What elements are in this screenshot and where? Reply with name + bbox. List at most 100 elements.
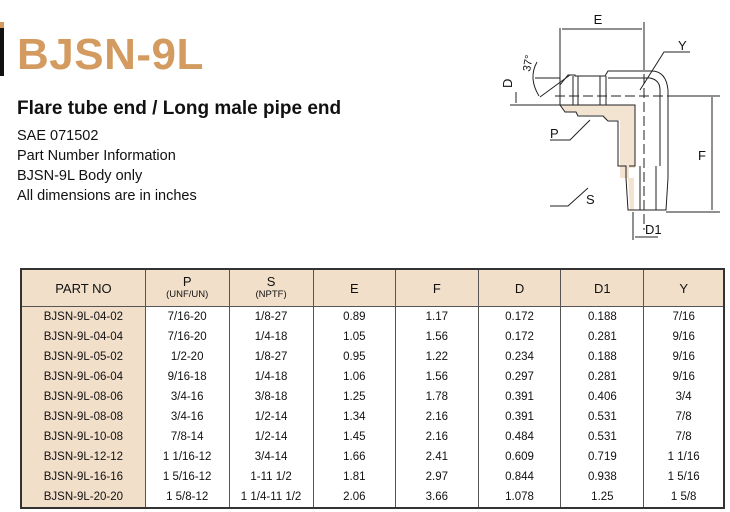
- part-number-cell: BJSN-9L-06-04: [20, 367, 146, 387]
- info-line: Part Number Information: [17, 148, 176, 164]
- part-number-cell: BJSN-9L-08-08: [20, 407, 146, 427]
- table-row: BJSN-9L-10-08 7/8-14 1/2-14 1.45 2.16 0.484 0.…: [20, 427, 724, 447]
- column-header-label: S: [266, 274, 276, 289]
- table-cell: 1.81: [312, 467, 396, 487]
- table-cell: 9/16-18: [144, 367, 230, 387]
- part-number-cell: BJSN-9L-20-20: [20, 487, 146, 508]
- label-angle: 37°: [521, 54, 536, 72]
- table-cell: 0.609: [477, 447, 561, 467]
- table-cell: 0.281: [560, 327, 644, 347]
- column-header: D: [477, 269, 561, 307]
- table-cell: 0.188: [560, 347, 644, 367]
- table-cell: 0.484: [477, 427, 561, 447]
- column-header: PART NO: [20, 269, 146, 307]
- dimensions-table: PART NO P (UNF/UN) S (NPTF) E F D D1 Y BJSN-9L-04…: [20, 268, 725, 509]
- table-row: BJSN-9L-04-02 7/16-20 1/8-27 0.89 1.17 0.172 0…: [20, 306, 724, 327]
- part-number-cell: BJSN-9L-04-02: [20, 306, 146, 327]
- table-cell: 1-11 1/2: [228, 467, 314, 487]
- info-line: BJSN-9L Body only: [17, 168, 143, 184]
- table-cell: 1.078: [477, 487, 561, 508]
- table-cell: 0.938: [560, 467, 644, 487]
- table-cell: 1/8-27: [228, 347, 314, 367]
- table-cell: 9/16: [643, 347, 724, 367]
- table-row: BJSN-9L-20-20 1 5/8-12 1 1/4-11 1/2 2.06 3.6…: [20, 487, 724, 508]
- table-cell: 0.188: [560, 306, 644, 327]
- label-e: E: [594, 12, 603, 27]
- table-cell: 1 5/16-12: [144, 467, 230, 487]
- table-cell: 1.22: [395, 347, 479, 367]
- table-cell: 0.531: [560, 427, 644, 447]
- table-cell: 3/4-16: [144, 387, 230, 407]
- table-cell: 3/4-14: [228, 447, 314, 467]
- table-cell: 1/2-20: [144, 347, 230, 367]
- column-header: P (UNF/UN): [144, 269, 230, 307]
- table-cell: 7/8-14: [144, 427, 230, 447]
- table-cell: 1 1/16-12: [144, 447, 230, 467]
- column-header: S (NPTF): [228, 269, 314, 307]
- table-cell: 2.41: [395, 447, 479, 467]
- table-cell: 1.56: [395, 367, 479, 387]
- table-row: BJSN-9L-06-04 9/16-18 1/4-18 1.06 1.56 0.297 0…: [20, 367, 724, 387]
- table-cell: 0.172: [477, 327, 561, 347]
- label-y: Y: [678, 38, 687, 53]
- table-cell: 1 1/16: [643, 447, 724, 467]
- column-header-label: PART NO: [55, 280, 112, 296]
- column-header-unit: (NPTF): [255, 289, 287, 300]
- column-header: D1: [560, 269, 644, 307]
- label-d1: D1: [645, 222, 662, 237]
- table-cell: 1/4-18: [228, 327, 314, 347]
- table-cell: 0.391: [477, 407, 561, 427]
- info-line: All dimensions are in inches: [17, 188, 197, 204]
- table-cell: 1 5/8-12: [144, 487, 230, 508]
- table-cell: 2.16: [395, 427, 479, 447]
- table-row: BJSN-9L-08-08 3/4-16 1/2-14 1.34 2.16 0.391 0.…: [20, 407, 724, 427]
- column-header-label: P: [182, 274, 192, 289]
- table-cell: 3/4: [643, 387, 724, 407]
- column-header: Y: [643, 269, 724, 307]
- part-number-cell: BJSN-9L-05-02: [20, 347, 146, 367]
- table-cell: 0.297: [477, 367, 561, 387]
- table-cell: 9/16: [643, 327, 724, 347]
- table-row: BJSN-9L-08-06 3/4-16 3/8-18 1.25 1.78 0.391 0.…: [20, 387, 724, 407]
- column-header: E: [312, 269, 396, 307]
- table-cell: 0.172: [477, 306, 561, 327]
- table-row: BJSN-9L-16-16 1 5/16-12 1-11 1/2 1.81 2.97 0.…: [20, 467, 724, 487]
- table-cell: 1 5/8: [643, 487, 724, 508]
- table-cell: 0.89: [312, 306, 396, 327]
- part-number-cell: BJSN-9L-16-16: [20, 467, 146, 487]
- table-row: BJSN-9L-12-12 1 1/16-12 3/4-14 1.66 2.41 0.60…: [20, 447, 724, 467]
- column-header-label: D: [514, 280, 525, 296]
- table-cell: 9/16: [643, 367, 724, 387]
- table-cell: 0.531: [560, 407, 644, 427]
- table-cell: 7/8: [643, 407, 724, 427]
- table-cell: 3.66: [395, 487, 479, 508]
- table-cell: 2.97: [395, 467, 479, 487]
- table-cell: 2.06: [312, 487, 396, 508]
- table-cell: 1.66: [312, 447, 396, 467]
- table-cell: 1.45: [312, 427, 396, 447]
- table-cell: 3/8-18: [228, 387, 314, 407]
- table-cell: 2.16: [395, 407, 479, 427]
- table-cell: 1/4-18: [228, 367, 314, 387]
- column-header-label: Y: [679, 280, 688, 296]
- table-cell: 3/4-16: [144, 407, 230, 427]
- column-header-label: F: [432, 280, 441, 296]
- label-s: S: [586, 192, 595, 207]
- table-cell: 0.234: [477, 347, 561, 367]
- label-f: F: [698, 148, 706, 163]
- table-cell: 1/8-27: [228, 306, 314, 327]
- table-cell: 7/16-20: [144, 327, 230, 347]
- info-line: SAE 071502: [17, 128, 99, 144]
- column-header-unit: (UNF/UN): [166, 289, 209, 300]
- table-cell: 1.25: [560, 487, 644, 508]
- label-p: P: [550, 126, 559, 141]
- column-header-label: E: [349, 280, 359, 296]
- table-cell: 1/2-14: [228, 407, 314, 427]
- page-subtitle: Flare tube end / Long male pipe end: [17, 98, 342, 119]
- table-cell: 1.56: [395, 327, 479, 347]
- part-number-cell: BJSN-9L-04-04: [20, 327, 146, 347]
- table-cell: 1 1/4-11 1/2: [228, 487, 314, 508]
- info-block: SAE 071502 Part Number Information BJSN-…: [17, 126, 197, 206]
- part-number-cell: BJSN-9L-12-12: [20, 447, 146, 467]
- table-cell: 1.05: [312, 327, 396, 347]
